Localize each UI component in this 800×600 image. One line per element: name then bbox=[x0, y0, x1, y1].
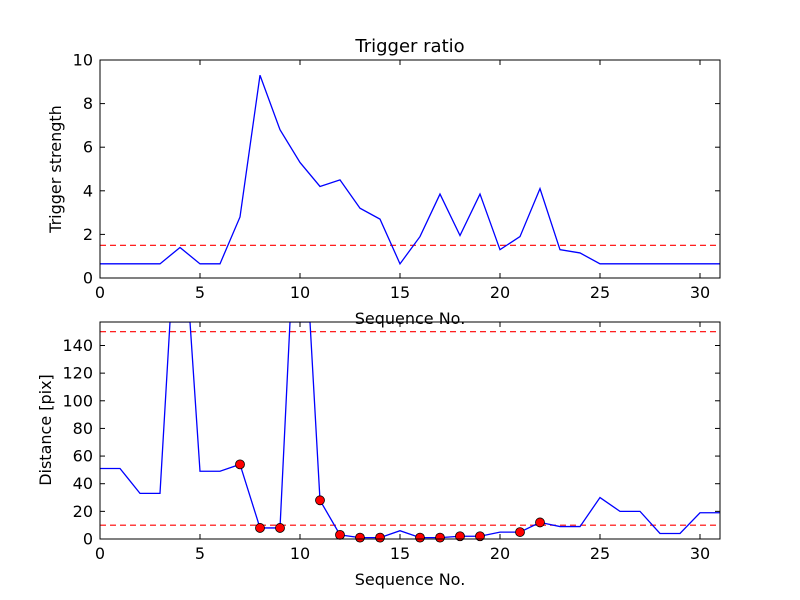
y-tick-label: 6 bbox=[83, 138, 93, 157]
y-tick-label: 10 bbox=[73, 51, 93, 70]
data-point-marker bbox=[355, 532, 365, 543]
plot-area bbox=[100, 75, 720, 266]
x-tick-label: 10 bbox=[290, 283, 310, 302]
x-tick-label: 5 bbox=[195, 544, 205, 563]
y-tick-label: 140 bbox=[62, 336, 93, 355]
data-point-marker bbox=[375, 532, 385, 543]
y-tick-label: 60 bbox=[73, 447, 93, 466]
x-tick-label: 15 bbox=[390, 544, 410, 563]
trigger-ratio-chart: Trigger ratio Trigger strength Sequence … bbox=[46, 36, 721, 328]
data-point-marker bbox=[515, 527, 525, 537]
data-point-marker bbox=[315, 495, 325, 506]
x-axis-label: Sequence No. bbox=[355, 309, 466, 328]
data-point-marker bbox=[455, 531, 465, 542]
data-point-marker bbox=[435, 532, 445, 543]
data-point-marker bbox=[475, 531, 485, 542]
x-tick-label: 10 bbox=[290, 544, 310, 563]
y-tick-label: 0 bbox=[83, 269, 93, 288]
y-tick-label: 80 bbox=[73, 419, 93, 438]
plot-area bbox=[100, 322, 720, 539]
y-tick-label: 4 bbox=[83, 181, 93, 200]
data-point-marker bbox=[415, 532, 425, 543]
y-axis-label: Distance [pix] bbox=[36, 374, 55, 486]
x-tick-label: 0 bbox=[95, 283, 105, 302]
plot-frame bbox=[99, 59, 721, 279]
distance-chart: Distance [pix] Sequence No. 0 5 10 15 20 25 30… bbox=[36, 321, 721, 589]
y-tick-label: 20 bbox=[73, 502, 93, 521]
x-tick-label: 30 bbox=[690, 544, 710, 563]
x-tick-label: 30 bbox=[690, 283, 710, 302]
plot-frame bbox=[99, 321, 721, 540]
x-tick-label: 20 bbox=[490, 544, 510, 563]
data-point-marker bbox=[335, 529, 345, 540]
x-tick-label: 0 bbox=[95, 544, 105, 563]
data-point-marker bbox=[235, 459, 245, 470]
y-tick-label: 2 bbox=[83, 225, 93, 244]
x-tick-label: 25 bbox=[590, 283, 610, 302]
x-tick-label: 25 bbox=[590, 544, 610, 563]
data-point-marker bbox=[255, 523, 265, 533]
x-tick-label: 15 bbox=[390, 283, 410, 302]
y-tick-label: 0 bbox=[83, 530, 93, 549]
data-point-marker bbox=[535, 517, 545, 528]
y-tick-label: 8 bbox=[83, 94, 93, 113]
series-line bbox=[100, 75, 720, 266]
y-axis-label: Trigger strength bbox=[46, 105, 65, 234]
x-axis-label: Sequence No. bbox=[355, 570, 466, 589]
data-point-marker bbox=[275, 523, 285, 533]
y-tick-label: 100 bbox=[62, 391, 93, 410]
x-tick-label: 20 bbox=[490, 283, 510, 302]
series-line bbox=[100, 322, 720, 539]
y-tick-label: 40 bbox=[73, 474, 93, 493]
chart-title: Trigger ratio bbox=[354, 36, 464, 57]
y-tick-label: 120 bbox=[62, 364, 93, 383]
x-tick-label: 5 bbox=[195, 283, 205, 302]
